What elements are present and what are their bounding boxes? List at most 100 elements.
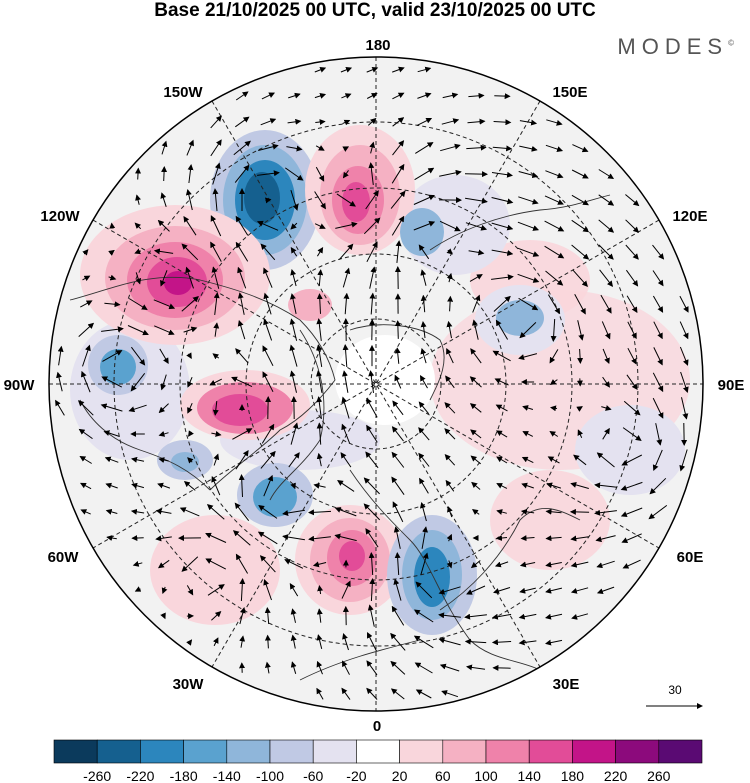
wind-arrow bbox=[183, 215, 197, 236]
wind-arrow bbox=[652, 244, 665, 260]
wind-arrow bbox=[544, 220, 565, 232]
wind-arrow bbox=[573, 454, 587, 466]
wind-arrow bbox=[187, 457, 194, 464]
wind-arrow bbox=[213, 322, 220, 337]
wind-arrow bbox=[134, 586, 142, 592]
wind-arrow bbox=[130, 346, 146, 366]
wind-arrow bbox=[470, 560, 481, 569]
wind-arrow bbox=[288, 452, 300, 468]
wind-arrow bbox=[471, 319, 479, 340]
colorbar-swatch bbox=[528, 739, 573, 764]
wind-arrow bbox=[445, 375, 455, 389]
wind-arrow bbox=[545, 144, 564, 152]
wind-arrow bbox=[594, 482, 617, 489]
wind-arrow bbox=[390, 660, 406, 675]
wind-scale: 30 bbox=[646, 683, 703, 709]
wind-arrow bbox=[544, 195, 564, 205]
wind-arrow bbox=[392, 117, 405, 127]
wind-arrow bbox=[493, 119, 512, 126]
wind-arrow bbox=[82, 249, 89, 256]
wind-arrow bbox=[464, 613, 487, 620]
wind-arrow bbox=[282, 509, 305, 516]
wind-arrow bbox=[366, 241, 378, 263]
wind-arrow bbox=[290, 189, 299, 211]
wind-arrow bbox=[342, 633, 349, 651]
wind-arrow bbox=[316, 422, 323, 445]
wind-arrow bbox=[594, 509, 617, 516]
colorbar-swatch bbox=[399, 739, 444, 764]
anomaly-high-45e bbox=[490, 470, 610, 570]
wind-arrow bbox=[649, 477, 667, 495]
wind-arrow bbox=[598, 219, 615, 233]
wind-arrow bbox=[495, 404, 508, 412]
wind-arrow bbox=[213, 292, 220, 315]
wind-arrow bbox=[625, 269, 639, 287]
wind-arrow bbox=[160, 612, 166, 620]
colorbar-swatch bbox=[183, 739, 228, 764]
colorbar-swatch bbox=[658, 739, 703, 764]
wind-arrow bbox=[80, 300, 93, 308]
wind-arrow bbox=[363, 503, 381, 521]
wind-arrow bbox=[290, 608, 297, 623]
wind-arrow bbox=[158, 457, 169, 463]
wind-arrow bbox=[127, 325, 149, 336]
wind-arrow bbox=[366, 66, 379, 73]
colorbar-tick-label: -100 bbox=[256, 768, 284, 783]
wind-arrow bbox=[316, 687, 324, 700]
wind-arrow bbox=[181, 243, 199, 261]
wind-arrow bbox=[468, 92, 485, 99]
colorbar-swatch bbox=[572, 739, 616, 764]
wind-arrow bbox=[186, 139, 194, 156]
wind-arrow bbox=[367, 604, 375, 627]
wind-arrow bbox=[417, 92, 432, 99]
wind-arrow bbox=[213, 453, 220, 466]
wind-arrow bbox=[496, 509, 507, 515]
wind-arrow bbox=[312, 561, 327, 568]
wind-arrow bbox=[392, 66, 405, 73]
anomaly-low-90w bbox=[88, 335, 148, 395]
wind-arrow bbox=[77, 400, 94, 416]
wind-arrow bbox=[413, 194, 436, 205]
wind-arrow bbox=[207, 584, 225, 596]
wind-arrow bbox=[446, 320, 453, 339]
wind-arrow bbox=[572, 144, 589, 153]
wind-arrow bbox=[263, 292, 272, 315]
wind-arrow bbox=[264, 634, 271, 649]
wind-arrow bbox=[235, 241, 249, 262]
wind-arrow bbox=[521, 482, 534, 489]
wind-arrow bbox=[496, 535, 508, 541]
wind-arrow bbox=[187, 376, 193, 388]
wind-arrow bbox=[282, 534, 305, 541]
wind-arrow bbox=[316, 634, 323, 650]
brand-mark: © bbox=[728, 38, 734, 48]
wind-arrow bbox=[601, 405, 612, 411]
wind-arrow bbox=[135, 272, 142, 285]
wind-arrow bbox=[102, 350, 123, 362]
wind-arrow bbox=[231, 376, 253, 388]
colorbar-tick-label: 180 bbox=[561, 768, 585, 783]
wind-arrow bbox=[235, 553, 249, 574]
wind-arrow bbox=[131, 456, 145, 463]
wind-arrow bbox=[316, 246, 324, 257]
wind-arrow bbox=[419, 502, 427, 522]
wind-arrow bbox=[334, 533, 357, 542]
wind-arrow bbox=[625, 244, 639, 260]
wind-arrow bbox=[237, 266, 247, 289]
wind-arrow bbox=[492, 145, 513, 152]
colorbar-swatch bbox=[615, 739, 660, 764]
wind-arrow bbox=[340, 67, 353, 73]
wind-arrow bbox=[82, 275, 91, 282]
wind-arrow bbox=[130, 508, 145, 515]
wind-arrow bbox=[259, 555, 276, 573]
wind-arrow bbox=[391, 605, 405, 626]
wind-arrow bbox=[239, 635, 246, 648]
wind-arrow bbox=[288, 92, 301, 99]
wind-arrow bbox=[158, 403, 169, 414]
wind-arrow bbox=[596, 560, 615, 569]
wind-arrow bbox=[517, 273, 540, 283]
wind-arrow bbox=[393, 526, 401, 549]
anomaly-high-150w-180 bbox=[305, 125, 415, 255]
wind-arrow bbox=[415, 581, 433, 599]
wind-arrow bbox=[467, 118, 486, 125]
wind-arrow bbox=[342, 660, 350, 675]
